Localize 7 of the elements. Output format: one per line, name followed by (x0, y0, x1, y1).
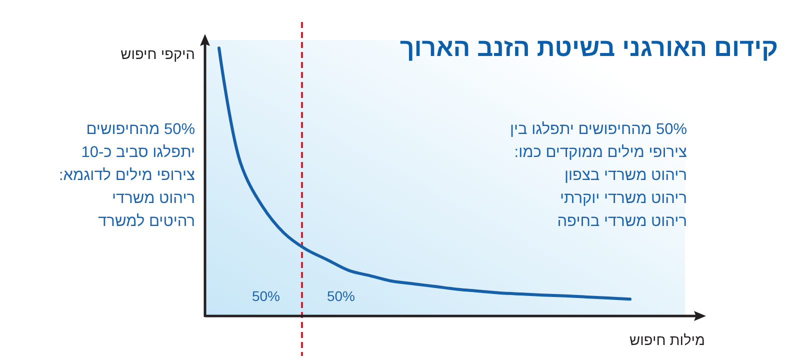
y-axis-title: היקפי חיפוש (120, 47, 195, 63)
text: 50% מהחיפושים יתפלגו סביב כ-10 צירופי מילים לדוגמא: ריהוט משרדי רהיטים למשרד (58, 121, 196, 230)
x-axis-title: מילות חיפוש (630, 333, 705, 349)
annotation: 50% מהחיפושים יתפלגו בין צירופי מילים ממוקדים כמו: ריהוט משרדי בצפון ריהוט משרדי יוקרתי ריהוט משרדי בחיפה (510, 121, 688, 230)
chart-title: קידום האורגני בשיטת הזנב הארוך (400, 34, 778, 62)
annotation: 50% (326, 288, 356, 304)
annotation: 50% (252, 288, 280, 304)
